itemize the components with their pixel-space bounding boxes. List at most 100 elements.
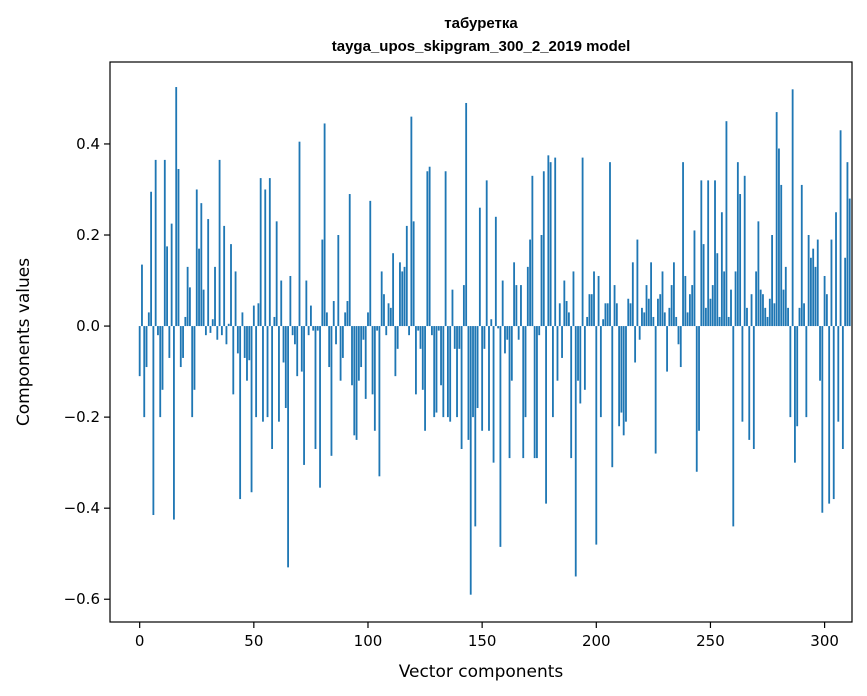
bar bbox=[344, 312, 347, 327]
bar bbox=[784, 266, 787, 327]
bar bbox=[823, 275, 826, 327]
bar bbox=[809, 257, 812, 327]
bar bbox=[307, 326, 310, 336]
bar bbox=[848, 198, 851, 327]
bar bbox=[168, 326, 171, 358]
bar bbox=[625, 326, 627, 422]
bar bbox=[220, 326, 223, 336]
bar bbox=[309, 305, 312, 327]
bar bbox=[650, 262, 653, 327]
bar bbox=[782, 289, 785, 327]
bar bbox=[663, 312, 666, 327]
y-tick-label: 0.4 bbox=[76, 135, 100, 153]
bar bbox=[816, 239, 819, 327]
bar bbox=[771, 235, 774, 327]
bar bbox=[709, 298, 712, 327]
bar bbox=[145, 326, 148, 368]
bar bbox=[536, 326, 538, 459]
bar bbox=[303, 326, 305, 465]
bar bbox=[437, 326, 440, 331]
bar bbox=[296, 326, 299, 377]
bar bbox=[743, 175, 746, 327]
x-axis-ticks: 0 50 100 150 200 250 300 bbox=[135, 622, 839, 650]
bar bbox=[522, 326, 525, 459]
bar bbox=[364, 326, 367, 399]
bar bbox=[465, 102, 468, 327]
bar bbox=[216, 326, 219, 340]
bar bbox=[524, 326, 527, 418]
bar bbox=[490, 319, 493, 327]
x-axis-label: Vector components bbox=[399, 662, 564, 682]
bar bbox=[399, 262, 401, 327]
bar bbox=[383, 294, 385, 327]
bar bbox=[647, 298, 650, 327]
bar bbox=[346, 301, 349, 327]
bar bbox=[686, 312, 689, 327]
bar bbox=[264, 189, 267, 327]
bar bbox=[677, 326, 680, 345]
bar bbox=[282, 326, 285, 363]
bar bbox=[278, 326, 280, 422]
bar bbox=[488, 326, 490, 431]
bar bbox=[695, 326, 698, 472]
bar bbox=[746, 307, 748, 327]
bar bbox=[812, 248, 815, 327]
bar bbox=[567, 312, 570, 327]
bar bbox=[764, 307, 767, 327]
bar bbox=[581, 157, 584, 327]
bar bbox=[232, 326, 235, 395]
bar bbox=[652, 316, 655, 327]
bar bbox=[202, 289, 205, 327]
bar bbox=[268, 178, 271, 327]
bar bbox=[574, 326, 577, 577]
bar bbox=[246, 326, 248, 381]
bar bbox=[214, 266, 216, 327]
bar bbox=[442, 326, 445, 418]
bar bbox=[540, 235, 543, 327]
bar bbox=[563, 280, 566, 327]
bar bbox=[380, 271, 383, 327]
bar bbox=[198, 248, 200, 327]
bar bbox=[182, 326, 184, 358]
bar bbox=[711, 285, 714, 327]
bar bbox=[718, 316, 721, 327]
bar bbox=[837, 326, 840, 422]
bar bbox=[613, 285, 616, 327]
bar bbox=[483, 326, 486, 349]
bar bbox=[401, 271, 404, 327]
bar bbox=[446, 326, 449, 418]
bar bbox=[348, 194, 351, 327]
bar bbox=[775, 112, 778, 327]
bar bbox=[478, 207, 481, 327]
bar bbox=[173, 326, 175, 520]
bar bbox=[305, 280, 308, 327]
bar bbox=[284, 326, 287, 409]
bar bbox=[152, 326, 155, 516]
bar bbox=[371, 326, 374, 395]
chart-subtitle: tayga_upos_skipgram_300_2_2019 model bbox=[332, 38, 631, 55]
bar bbox=[319, 326, 321, 488]
bar bbox=[321, 239, 324, 327]
bar bbox=[627, 298, 630, 327]
bar bbox=[193, 326, 196, 390]
bar bbox=[835, 212, 837, 327]
bar bbox=[257, 303, 260, 327]
bar bbox=[762, 294, 764, 327]
bar bbox=[631, 262, 634, 327]
bar bbox=[360, 326, 363, 368]
bar bbox=[599, 326, 602, 418]
bar bbox=[485, 180, 488, 327]
bar bbox=[250, 326, 253, 493]
bar bbox=[451, 289, 454, 327]
bar bbox=[510, 326, 513, 381]
bar bbox=[497, 326, 500, 329]
bar bbox=[298, 141, 301, 327]
bar bbox=[819, 326, 821, 381]
bar bbox=[520, 285, 522, 327]
bar bbox=[552, 326, 554, 418]
bar bbox=[597, 275, 600, 327]
bar bbox=[730, 289, 732, 327]
bar bbox=[179, 326, 182, 368]
bar bbox=[225, 326, 228, 345]
